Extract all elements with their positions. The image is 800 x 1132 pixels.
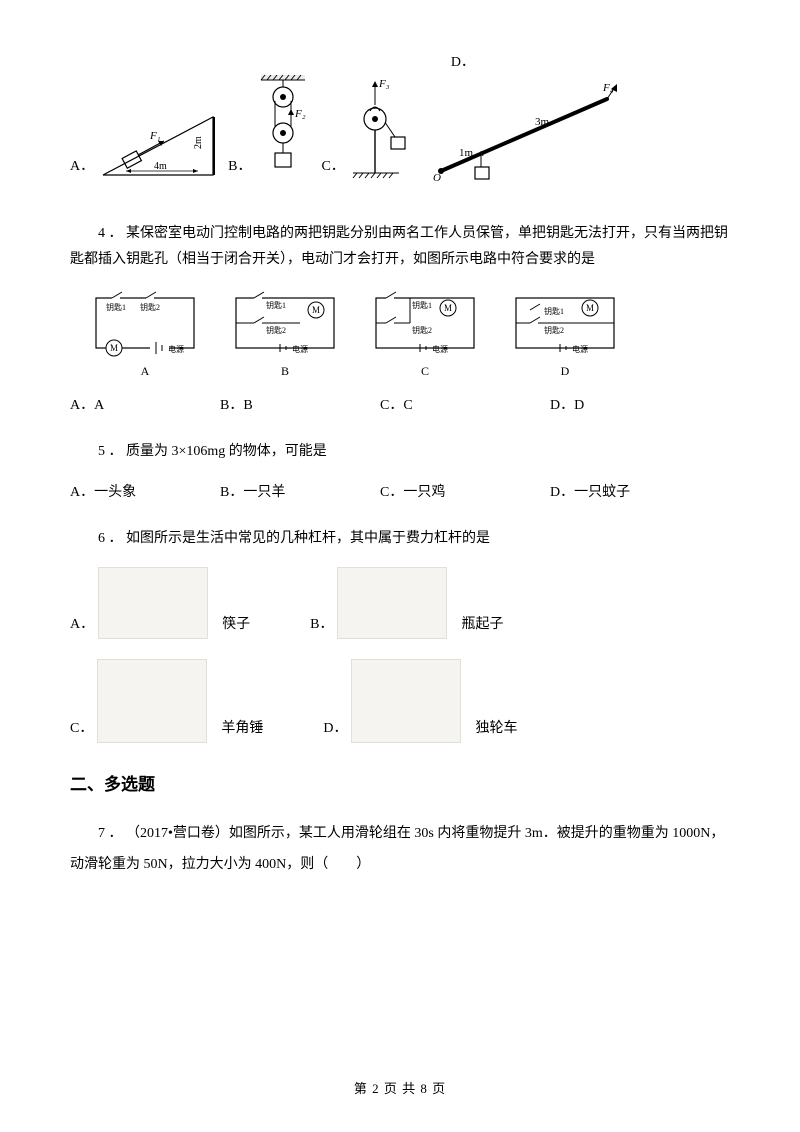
circuit-a: 钥匙1 钥匙2 M 电源 A: [90, 290, 200, 383]
opt-d-label: D．: [451, 50, 475, 77]
cap-d: D: [561, 360, 570, 383]
page-footer: 第 2 页 共 8 页: [0, 1077, 800, 1102]
seg1-label: 1m: [459, 147, 474, 159]
q6-text: 6 ． 如图所示是生活中常见的几种杠杆，其中属于费力杠杆的是: [70, 526, 730, 553]
bottle-opener-image: [337, 567, 447, 639]
pulley-b-diagram: F₂: [255, 73, 311, 181]
q6-a-name: 筷子: [222, 612, 250, 639]
q6-row1: A． 筷子 B． 瓶起子: [70, 567, 730, 639]
svg-text:钥匙2: 钥匙2: [266, 325, 286, 335]
q6-d-pre: D．: [323, 716, 347, 743]
q6-d: D． 独轮车: [323, 659, 517, 743]
wheelbarrow-image: [351, 659, 461, 743]
circuit-c: 钥匙1 钥匙2 M 电源 C: [370, 290, 480, 383]
svg-text:M: M: [312, 305, 320, 315]
svg-text:电源: 电源: [572, 344, 588, 354]
seg3-label: 3m: [535, 116, 550, 128]
circuit-d: M 钥匙1 钥匙2 电源 D: [510, 290, 620, 383]
q6-a: A． 筷子: [70, 567, 250, 639]
o-label: O: [433, 172, 441, 181]
f2-label: F₂: [294, 108, 306, 120]
q4-a: A．A: [70, 393, 220, 420]
q6-c-name: 羊角锤: [221, 716, 263, 743]
svg-text:钥匙1: 钥匙1: [266, 300, 286, 310]
svg-text:钥匙2: 钥匙2: [412, 325, 432, 335]
q4-b: B．B: [220, 393, 380, 420]
cap-a: A: [141, 360, 150, 383]
q6-c: C． 羊角锤: [70, 659, 263, 743]
chopsticks-image: [98, 567, 208, 639]
circuit-b: 钥匙1 钥匙2 M 电源 B: [230, 290, 340, 383]
section-2-title: 二、多选题: [70, 769, 730, 801]
q5-text: 5 ． 质量为 3×106mg 的物体，可能是: [70, 439, 730, 466]
q5-d: D．一只蚊子: [550, 480, 670, 507]
opt-a-label: A．: [70, 154, 94, 181]
pulley-c-diagram: F₃: [349, 73, 421, 181]
q3-opt-d: D． O F₄ 1m 3m: [431, 50, 621, 181]
lever-diagram: O F₄ 1m 3m: [431, 81, 621, 181]
q3-opt-a: A． F₁ 4m 2m: [70, 105, 218, 181]
q5-a: A．一头象: [70, 480, 220, 507]
claw-hammer-image: [97, 659, 207, 743]
svg-text:电源: 电源: [292, 344, 308, 354]
q4-d: D．D: [550, 393, 670, 420]
q6-b-name: 瓶起子: [461, 612, 503, 639]
q3-diagrams: A． F₁ 4m 2m B．: [70, 50, 730, 181]
q3-opt-b: B．: [228, 73, 311, 181]
q5-options: A．一头象 B．一只羊 C．一只鸡 D．一只蚊子: [70, 480, 730, 507]
q6-a-pre: A．: [70, 612, 94, 639]
q3-opt-c: C． F₃: [321, 73, 420, 181]
q5-c: C．一只鸡: [380, 480, 550, 507]
cap-b: B: [281, 360, 289, 383]
f3-label: F₃: [378, 78, 390, 90]
incline-diagram: F₁ 4m 2m: [98, 105, 218, 181]
q4-c: C．C: [380, 393, 550, 420]
q6-c-pre: C．: [70, 716, 93, 743]
f4-label: F₄: [602, 82, 614, 94]
q6-row2: C． 羊角锤 D． 独轮车: [70, 659, 730, 743]
q6-d-name: 独轮车: [475, 716, 517, 743]
svg-text:钥匙1: 钥匙1: [544, 306, 564, 316]
svg-text:M: M: [444, 303, 452, 313]
q5-b: B．一只羊: [220, 480, 380, 507]
q6-b: B． 瓶起子: [310, 567, 503, 639]
svg-text:电源: 电源: [168, 344, 184, 354]
run-label: 4m: [154, 161, 167, 172]
opt-c-label: C．: [321, 154, 344, 181]
svg-text:M: M: [110, 343, 118, 353]
svg-text:M: M: [586, 303, 594, 313]
cap-c: C: [421, 360, 429, 383]
q4-text: 4 ． 某保密室电动门控制电路的两把钥匙分别由两名工作人员保管，单把钥匙无法打开…: [70, 221, 730, 274]
rise-label: 2m: [193, 136, 204, 149]
svg-text:钥匙1: 钥匙1: [106, 302, 126, 312]
q4-circuits: 钥匙1 钥匙2 M 电源 A 钥匙1 钥匙2 M 电源 B: [90, 290, 730, 383]
q6-b-pre: B．: [310, 612, 333, 639]
opt-b-label: B．: [228, 154, 251, 181]
svg-text:钥匙1: 钥匙1: [412, 300, 432, 310]
f1-label: F₁: [149, 130, 161, 142]
svg-text:钥匙2: 钥匙2: [140, 302, 160, 312]
svg-text:电源: 电源: [432, 344, 448, 354]
q4-options: A．A B．B C．C D．D: [70, 393, 730, 420]
svg-text:钥匙2: 钥匙2: [544, 325, 564, 335]
q7-text: 7 ． （2017•营口卷）如图所示，某工人用滑轮组在 30s 内将重物提升 3…: [70, 819, 730, 881]
